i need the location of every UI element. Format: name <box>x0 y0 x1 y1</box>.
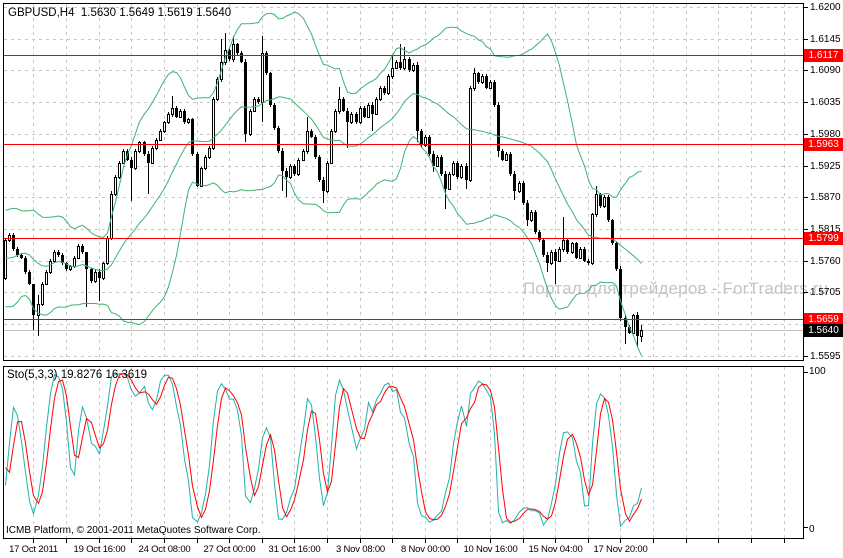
time-axis-label: 8 Nov 00:00 <box>400 544 451 555</box>
price-tick-label: 1.6035 <box>810 97 841 108</box>
bollinger-middle <box>5 92 642 272</box>
price-tick-label: 1.5815 <box>810 224 841 235</box>
price-tick-label: 1.5760 <box>810 256 841 267</box>
level-price-flag[interactable]: 1.5659 <box>804 313 843 326</box>
level-price-flag[interactable]: 1.5963 <box>804 138 843 151</box>
time-axis-label: 19 Oct 16:00 <box>73 544 126 555</box>
time-axis-label: 27 Oct 00:00 <box>203 544 256 555</box>
watermark: Портал для трейдеров - ForTraders.ru <box>523 279 829 298</box>
stochastic-main-line <box>5 372 642 528</box>
level-price-flag[interactable]: 1.5799 <box>804 232 843 245</box>
time-axis-label: 31 Oct 16:00 <box>268 544 321 555</box>
bollinger-upper <box>5 11 642 239</box>
sto-scale-max: 100 <box>809 366 826 377</box>
price-chart-frame <box>3 3 804 361</box>
price-tick-label: 1.5925 <box>810 161 841 172</box>
time-axis-label: 17 Nov 20:00 <box>593 544 648 555</box>
stochastic-signal-line <box>5 373 642 523</box>
time-axis-label: 3 Nov 08:00 <box>335 544 386 555</box>
stochastic-label: Sto(5,3,3) 19.8276 16.3619 <box>7 369 147 381</box>
price-tick-label: 1.5870 <box>810 192 841 203</box>
time-axis-label: 24 Oct 08:00 <box>138 544 191 555</box>
time-axis-label: 15 Nov 04:00 <box>528 544 583 555</box>
stochastic-values: 19.8276 16.3619 <box>60 369 148 381</box>
bid-price-flag: 1.5640 <box>804 324 843 337</box>
bollinger-lower <box>5 135 642 357</box>
stochastic-frame <box>3 366 804 539</box>
price-tick-label: 1.6200 <box>810 2 841 13</box>
price-tick-label: 1.5980 <box>810 129 841 140</box>
time-axis-label: 10 Nov 16:00 <box>463 544 518 555</box>
time-axis-label: 17 Oct 2011 <box>9 544 58 555</box>
candles <box>4 33 643 347</box>
sto-scale-min: 0 <box>809 524 815 535</box>
bollinger-bands <box>5 11 642 357</box>
price-tick-label: 1.6145 <box>810 34 841 45</box>
price-tick-label: 1.6090 <box>810 65 841 76</box>
axis-ticks <box>33 7 808 543</box>
stochastic-lines <box>5 372 642 528</box>
gridlines <box>4 4 803 538</box>
level-price-flag[interactable]: 1.6117 <box>804 49 843 62</box>
price-tick-label: 1.5595 <box>810 351 841 362</box>
stochastic-name: Sto(5,3,3) <box>7 369 58 381</box>
copyright-text: ICMB Platform, © 2001-2011 MetaQuotes So… <box>6 525 264 536</box>
chart-title: GBPUSD,H4 1.5630 1.5649 1.5619 1.5640 <box>8 7 232 19</box>
price-tick-label: 1.5705 <box>810 287 841 298</box>
